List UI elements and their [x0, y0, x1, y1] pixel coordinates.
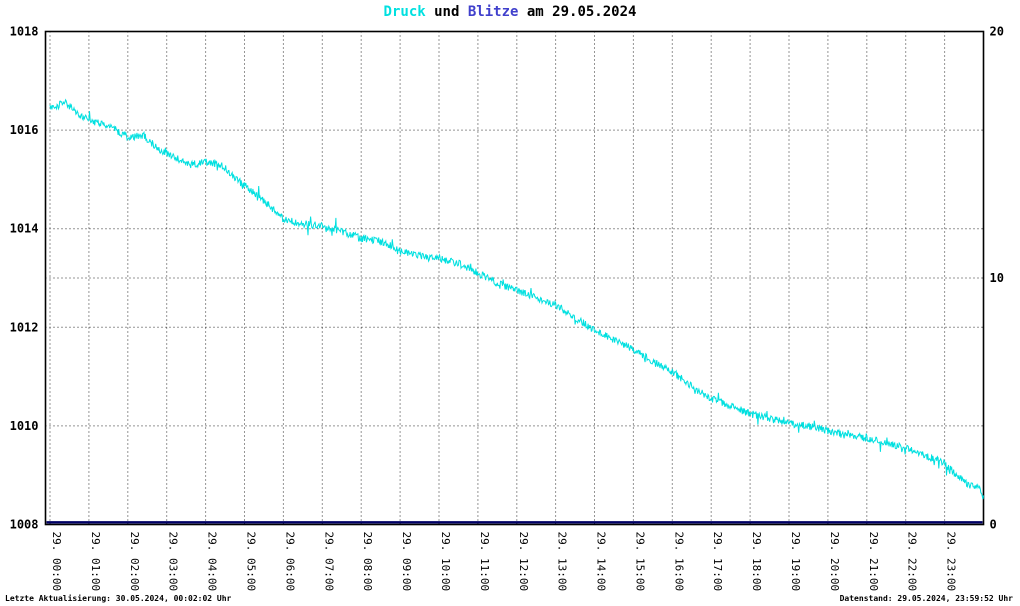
x-axis-label: 29. 04:00: [206, 532, 219, 592]
x-axis-label: 29. 07:00: [322, 532, 335, 592]
title-druck: Druck: [383, 4, 426, 20]
x-axis-label: 29. 06:00: [283, 532, 296, 592]
left-axis-label: 1008: [10, 518, 39, 532]
x-axis-label: 29. 20:00: [828, 532, 841, 592]
x-axis-label: 29. 03:00: [167, 532, 180, 592]
x-axis-label: 29. 19:00: [789, 532, 802, 592]
x-axis-label: 29. 14:00: [595, 532, 608, 592]
title-blitze: Blitze: [467, 4, 519, 20]
right-axis-label: 10: [990, 271, 1004, 285]
x-axis-label: 29. 05:00: [244, 532, 257, 592]
left-axis-label: 1018: [10, 25, 39, 39]
left-axis-label: 1016: [10, 123, 39, 137]
data-state-text: Datenstand: 29.05.2024, 23:59:52 Uhr: [839, 594, 1013, 603]
chart-title: Druck und Blitze am 29.05.2024: [0, 4, 1020, 20]
x-axis-label: 29. 13:00: [556, 532, 569, 592]
left-axis-label: 1010: [10, 419, 39, 433]
left-axis-label: 1012: [10, 320, 39, 334]
x-axis-label: 29. 08:00: [361, 532, 374, 592]
right-axis-label: 20: [990, 25, 1004, 39]
x-axis-label: 29. 21:00: [867, 532, 880, 592]
x-axis-label: 29. 17:00: [711, 532, 724, 592]
last-update-text: Letzte Aktualisierung: 30.05.2024, 00:02…: [5, 594, 232, 603]
x-axis-label: 29. 16:00: [672, 532, 685, 592]
x-axis-label: 29. 00:00: [50, 532, 63, 592]
x-axis-label: 29. 23:00: [945, 532, 958, 592]
right-axis-label: 0: [990, 518, 997, 532]
x-axis-label: 29. 12:00: [517, 532, 530, 592]
left-axis-label: 1014: [10, 222, 39, 236]
x-axis-label: 29. 09:00: [400, 532, 413, 592]
x-axis-label: 29. 15:00: [633, 532, 646, 592]
title-und: und: [425, 4, 468, 20]
x-axis-label: 29. 22:00: [906, 532, 919, 592]
x-axis-label: 29. 02:00: [128, 532, 141, 592]
title-date: am 29.05.2024: [518, 4, 637, 20]
x-axis-label: 29. 11:00: [478, 532, 491, 592]
druck-line: [49, 98, 984, 500]
x-axis-label: 29. 10:00: [439, 532, 452, 592]
x-axis-label: 29. 01:00: [89, 532, 102, 592]
plot-border: [44, 30, 985, 526]
x-axis-label: 29. 18:00: [750, 532, 763, 592]
